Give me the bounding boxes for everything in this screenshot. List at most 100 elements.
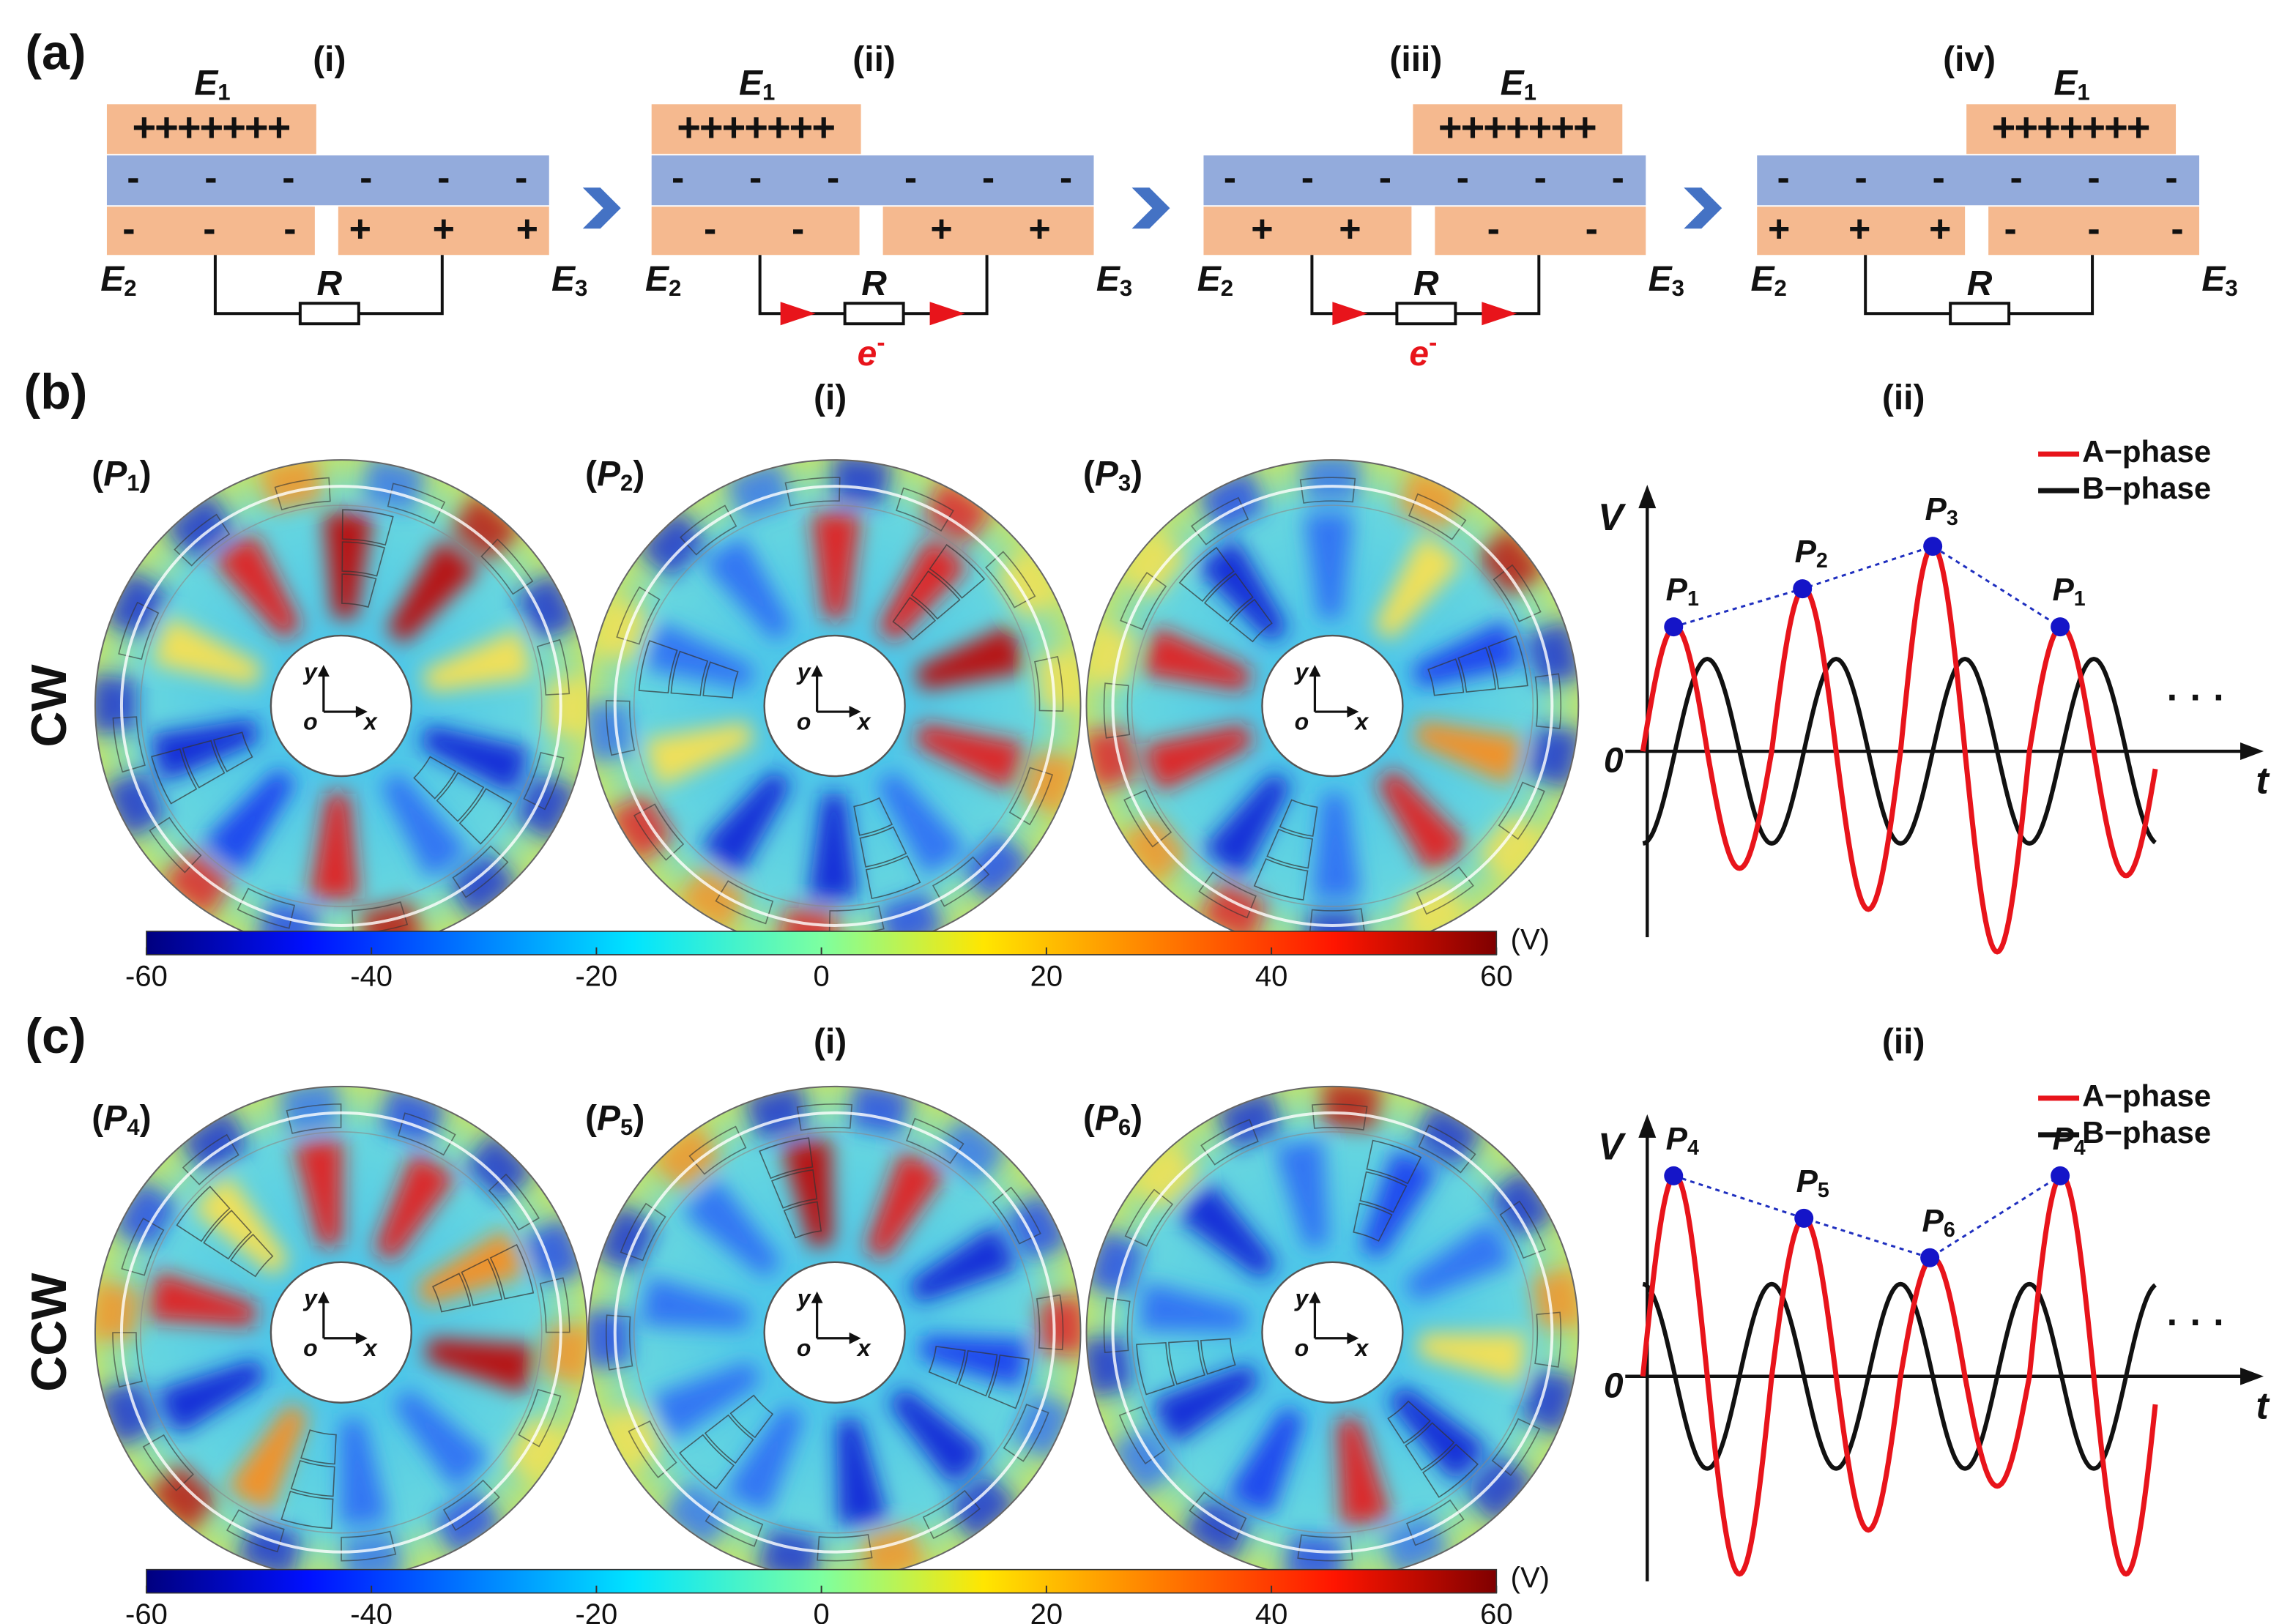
subscript: 1 [218,80,230,105]
stator-pad [536,638,570,696]
field-blob [702,535,794,642]
magnet-segment [958,1349,998,1397]
superscript: - [1429,329,1437,356]
stator-pad [1498,781,1545,841]
charge: - [1379,157,1391,199]
field-blob [887,1386,987,1487]
stator-pad [1416,866,1474,915]
magnet-segment [770,1169,818,1209]
magnet-segment [341,573,377,608]
axis-arrows [322,1297,362,1340]
stator-pad [1189,1491,1247,1541]
stator-pad [620,1202,666,1262]
symbol: P [597,1099,621,1138]
symbol: P [2052,1120,2074,1156]
axis-arrows [1313,671,1353,713]
field-blob [1142,626,1253,692]
symbol: P [1925,491,1947,527]
magnet-segment [987,1354,1030,1409]
stator-pad [1008,767,1054,826]
colorbar-tick-label: 40 [1255,960,1287,992]
axis-label: o [1295,708,1309,734]
field-blob [650,1122,723,1193]
resistor-label: R [1967,264,1993,303]
ring [119,1111,562,1554]
stator-pad [1118,1406,1166,1464]
charge: - [2087,208,2100,250]
symbol: E [1501,64,1525,103]
field-blob [146,1462,219,1534]
field-blob [1129,1139,1201,1212]
magnet-segment [929,543,986,599]
magnet-segment [1279,799,1318,837]
charge: - [1586,208,1598,250]
stator-pad [1036,1294,1064,1351]
x-axis-label: t [2256,1385,2270,1427]
suffix: ) [633,455,644,493]
field-blob [421,629,532,693]
stator-pad [1406,1499,1465,1546]
electrode-label: E1 [1501,64,1536,105]
field-blob [918,1335,1028,1389]
charge: - [827,157,839,199]
magnet-segment [1405,1422,1455,1471]
axis-label: x [1354,708,1369,734]
arrowhead [317,665,368,718]
magnet-segment [892,597,937,641]
stator-pad [905,1117,964,1164]
stator-pad [274,477,331,511]
field-blob [961,833,1033,904]
electrode-e2 [1757,206,1966,256]
stator-pad [605,700,636,756]
colorbar-tick-label: 60 [1480,1598,1512,1624]
stator-pad [1499,1200,1547,1259]
field-blob [724,1404,805,1514]
colorbar-tick-label: -60 [125,960,168,992]
field-blob [380,772,469,879]
axis-arrows [322,671,362,713]
charges: +++++++ [133,104,290,150]
axis-label: x [856,708,871,734]
prefix: ( [1083,455,1095,493]
field-blob [947,1472,1019,1543]
hub [1261,1261,1404,1404]
panel-label: (a) [25,24,86,80]
resistor [1949,302,2011,326]
resistor [298,302,360,326]
current-arrow [780,302,816,326]
electrode-e1 [106,104,316,154]
field-blob [1037,1295,1081,1356]
colorbar-tick-label: 40 [1255,1598,1287,1624]
charge: - [2171,208,2183,250]
magnet-segment [1422,1443,1479,1498]
stage-arrow [582,187,621,229]
charge: - [2087,157,2100,199]
field-blob [1410,619,1522,688]
colorbar-tick-label: -40 [350,960,393,992]
peak-point [1793,579,1813,599]
magnet-segment [176,1185,231,1243]
stator-pad [452,845,509,898]
stator-pad [1408,493,1467,540]
stator-pad [397,1112,456,1156]
ring [1111,1111,1554,1554]
stator-pad [488,1173,540,1231]
stator-pad [1103,682,1131,739]
stator-pad [633,803,685,861]
resistor-label: R [317,264,343,303]
field-blob [833,460,893,507]
suffix: ) [140,1099,152,1138]
map-label: (P2) [585,455,644,496]
field-blob [652,1361,762,1441]
magnet-segment [638,640,678,694]
stator-pad [539,1277,570,1333]
prefix: ( [92,455,103,493]
symbol: P [1095,455,1119,493]
stator-pad [442,1479,500,1531]
charge: - [437,157,450,199]
field-blob [1139,1281,1248,1332]
axis-label: y [1294,659,1310,685]
charge: - [1060,157,1072,199]
charge: - [1224,157,1236,199]
electrode-label: E3 [1096,260,1132,302]
